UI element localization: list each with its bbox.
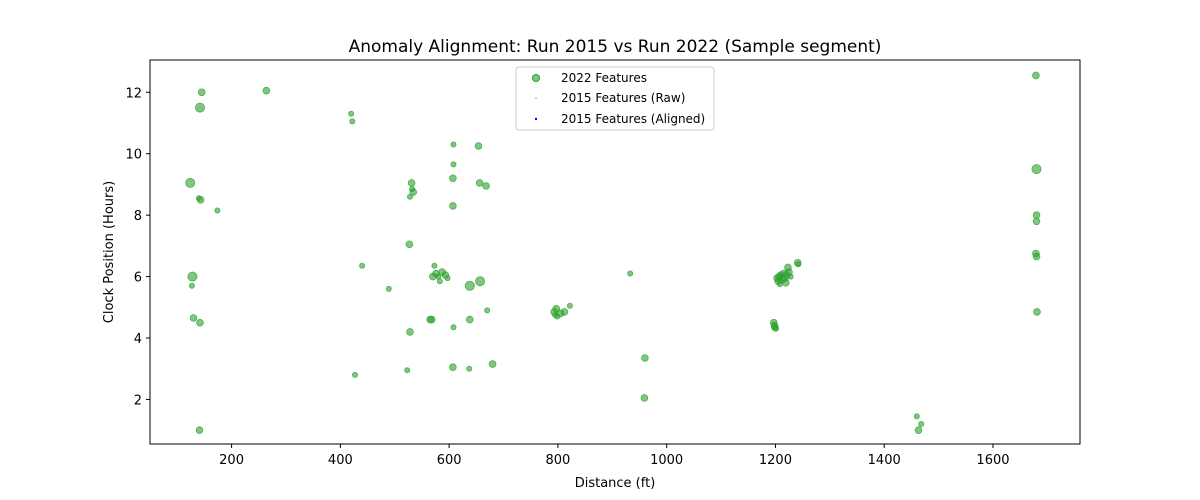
data-point <box>349 118 356 125</box>
data-point <box>1032 71 1040 80</box>
data-point <box>195 426 204 435</box>
x-tick-label: 200 <box>219 453 244 468</box>
data-point <box>918 420 925 427</box>
data-point <box>262 86 271 95</box>
data-point <box>484 307 491 314</box>
data-point <box>787 273 794 280</box>
x-tick-label: 600 <box>437 453 462 468</box>
data-point <box>482 182 490 190</box>
data-point <box>406 328 414 336</box>
legend-marker-2015-raw <box>535 97 537 99</box>
data-point <box>194 102 205 113</box>
data-point <box>351 371 358 378</box>
data-point <box>436 278 443 285</box>
data-point <box>214 207 221 214</box>
x-tick-label: 1600 <box>976 453 1009 468</box>
data-point <box>913 413 920 420</box>
data-point <box>474 142 483 150</box>
data-point <box>407 179 416 187</box>
data-point <box>404 367 411 374</box>
y-tick-label: 6 <box>134 271 142 286</box>
data-point <box>560 308 569 316</box>
data-point <box>773 325 780 332</box>
data-point <box>185 177 196 188</box>
y-tick-label: 12 <box>125 86 142 101</box>
y-axis-label: Clock Position (Hours) <box>102 181 117 323</box>
data-point <box>449 174 457 183</box>
data-point <box>566 302 573 309</box>
points-layer <box>185 71 1042 435</box>
data-point <box>427 315 436 324</box>
legend-box <box>515 66 715 131</box>
data-point <box>475 179 484 187</box>
data-point <box>640 394 649 402</box>
y-tick-label: 4 <box>134 332 142 347</box>
x-tick-label: 1400 <box>868 453 901 468</box>
data-point <box>1032 252 1041 261</box>
legend: 2022 Features 2015 Features (Raw) 2015 F… <box>515 66 715 131</box>
data-point <box>348 110 355 117</box>
x-tick-label: 800 <box>545 453 570 468</box>
y-tick-label: 2 <box>134 393 142 408</box>
legend-marker-2015-aligned <box>534 117 538 121</box>
legend-marker-2022 <box>532 74 540 82</box>
x-axis-ticks: 200 400 600 800 1000 1200 1400 1600 <box>219 444 1010 468</box>
legend-label-2015-raw: 2015 Features (Raw) <box>561 91 685 105</box>
data-point <box>405 240 414 249</box>
data-point <box>641 354 649 362</box>
data-point <box>359 262 366 269</box>
data-point <box>1032 211 1041 219</box>
data-point <box>1033 308 1041 316</box>
data-point <box>627 270 634 277</box>
data-point <box>189 314 198 322</box>
data-point <box>795 261 802 268</box>
data-point <box>914 426 923 435</box>
plot-frame <box>149 59 1081 445</box>
x-tick-label: 1000 <box>650 453 683 468</box>
data-point <box>409 188 418 196</box>
data-point <box>449 363 457 372</box>
data-point <box>781 278 790 287</box>
data-point <box>465 315 474 324</box>
y-tick-label: 10 <box>125 148 142 163</box>
data-point <box>197 88 206 97</box>
data-point <box>466 365 473 372</box>
data-point <box>1031 164 1042 175</box>
data-point <box>444 275 451 282</box>
data-point <box>385 285 392 292</box>
legend-label-2022: 2022 Features <box>561 71 647 85</box>
y-axis-ticks: 2 4 6 8 10 12 <box>125 86 150 408</box>
data-point <box>196 196 205 204</box>
data-point <box>488 360 497 368</box>
data-point <box>196 318 204 327</box>
x-axis-label: Distance (ft) <box>575 476 656 491</box>
data-point <box>552 304 561 313</box>
data-point <box>450 141 457 148</box>
chart-title: Anomaly Alignment: Run 2015 vs Run 2022 … <box>349 37 882 57</box>
data-point <box>431 262 438 269</box>
data-point <box>450 161 457 168</box>
data-point <box>187 271 198 282</box>
x-tick-label: 400 <box>328 453 353 468</box>
y-tick-label: 8 <box>134 209 142 224</box>
data-point <box>450 324 457 331</box>
data-point <box>1032 217 1041 226</box>
data-point <box>449 202 457 210</box>
legend-label-2015-aligned: 2015 Features (Aligned) <box>561 112 705 126</box>
data-point <box>464 280 475 291</box>
data-point <box>188 282 195 289</box>
x-tick-label: 1200 <box>759 453 792 468</box>
data-point <box>475 276 486 287</box>
